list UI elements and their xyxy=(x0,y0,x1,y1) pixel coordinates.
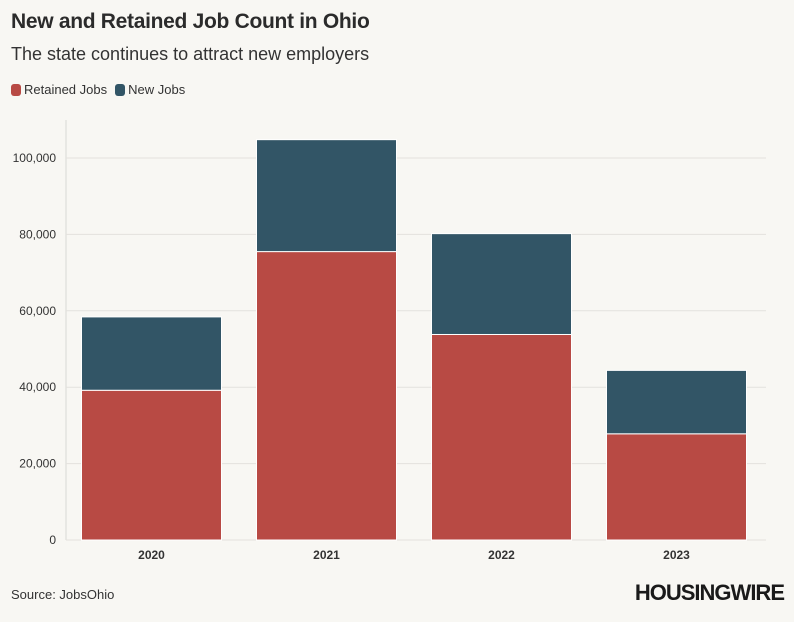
source-note: Source: JobsOhio xyxy=(11,587,115,602)
legend-item-new: New Jobs xyxy=(115,82,185,97)
y-tick-label: 40,000 xyxy=(19,380,56,394)
y-tick-label: 20,000 xyxy=(19,457,56,471)
legend-swatch-retained xyxy=(11,83,21,96)
bar-new-2023 xyxy=(606,369,747,435)
bar-retained-2020 xyxy=(81,389,222,541)
x-tick-label: 2021 xyxy=(313,548,340,562)
x-tick-label: 2020 xyxy=(138,548,165,562)
bar-new-2021 xyxy=(256,139,397,253)
x-tick-label: 2022 xyxy=(488,548,515,562)
bar-new-2022 xyxy=(431,233,572,335)
chart-title: New and Retained Job Count in Ohio xyxy=(11,10,370,33)
bar-new-2020 xyxy=(81,316,222,391)
bar-retained-2023 xyxy=(606,433,747,541)
bar-retained-2022 xyxy=(431,333,572,541)
x-tick-label: 2023 xyxy=(663,548,690,562)
legend-swatch-new xyxy=(115,83,126,96)
y-tick-label: 100,000 xyxy=(13,151,57,165)
legend-label-new: New Jobs xyxy=(128,82,186,97)
legend: Retained Jobs New Jobs xyxy=(11,82,193,97)
legend-item-retained: Retained Jobs xyxy=(11,82,107,97)
housingwire-logo: HOUSINGWIRE xyxy=(634,580,785,605)
legend-label-retained: Retained Jobs xyxy=(24,82,108,97)
y-tick-label: 60,000 xyxy=(19,304,56,318)
chart-subtitle: The state continues to attract new emplo… xyxy=(11,44,370,64)
y-tick-label: 0 xyxy=(49,533,56,547)
bar-retained-2021 xyxy=(256,251,397,541)
y-tick-label: 80,000 xyxy=(19,227,56,241)
